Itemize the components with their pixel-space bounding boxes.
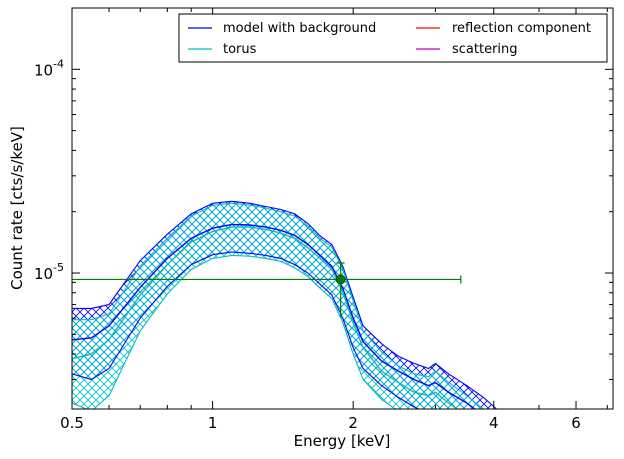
x-tick-label: 1 [208, 414, 218, 432]
x-tick-label: 4 [489, 414, 499, 432]
x-tick-label: 6 [571, 414, 581, 432]
x-axis-label: Energy [keV] [294, 432, 391, 450]
line-model-with-background-upper [72, 200, 498, 409]
model-lines [72, 200, 498, 409]
legend-label-scattering: scattering [452, 42, 518, 57]
y-axis-label: Count rate [cts/s/keV] [8, 126, 26, 290]
line-torus-lower [72, 254, 397, 409]
legend-label-torus: torus [223, 42, 257, 57]
legend-label-reflection-component: reflection component [452, 21, 591, 36]
data-point-marker [335, 274, 346, 285]
line-torus-upper [72, 202, 485, 409]
line-model-with-background-median [72, 223, 476, 409]
y-tick-label: 10-5 [34, 261, 64, 283]
line-torus-median [72, 226, 459, 409]
uncertainty-bands [72, 201, 497, 409]
data-point-group [72, 262, 462, 317]
x-tick-label: 0.5 [60, 414, 84, 432]
x-tick-label: 2 [348, 414, 358, 432]
plot-frame [71, 7, 614, 410]
legend: model with background reflection compone… [178, 13, 608, 63]
y-tick-label: 10-4 [34, 57, 64, 79]
legend-box [178, 13, 608, 63]
legend-label-model-with-background: model with background [223, 21, 376, 36]
axis-ticks: 0.5 1 2 4 6 10-5 10-4 [34, 7, 613, 432]
band-torus [72, 203, 484, 409]
